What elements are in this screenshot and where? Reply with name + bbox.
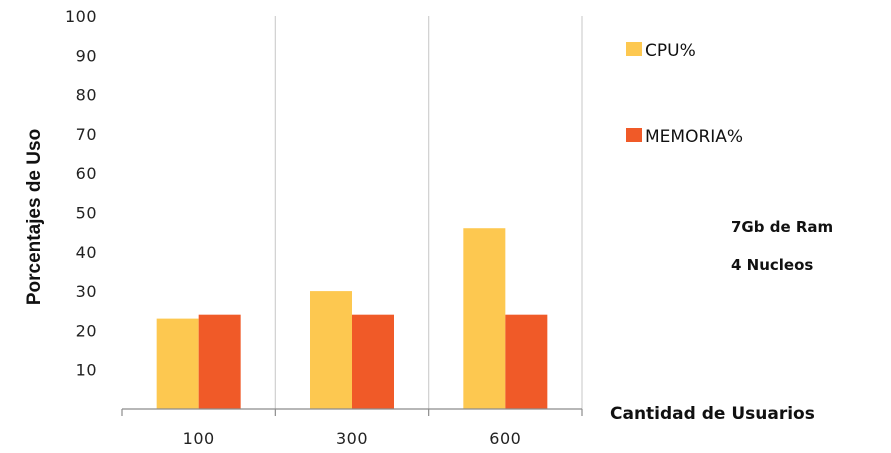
bar-cpu-100 bbox=[156, 318, 199, 409]
grid-lines bbox=[274, 16, 583, 409]
y-tick-label-10: 10 bbox=[76, 361, 97, 380]
annotation-ram: 7Gb de Ram bbox=[731, 218, 833, 236]
y-tick-label-100: 100 bbox=[65, 7, 97, 26]
x-axis-tick-labels: 100 300 600 bbox=[183, 429, 521, 448]
annotation-nucleos: 4 Nucleos bbox=[731, 256, 813, 274]
bar-memoria-600 bbox=[505, 314, 548, 409]
y-axis-label: Porcentajes de Uso bbox=[24, 129, 45, 305]
bars bbox=[156, 228, 548, 409]
bar-memoria-300 bbox=[352, 314, 394, 409]
y-tick-label-30: 30 bbox=[76, 282, 97, 301]
y-tick-label-80: 80 bbox=[76, 86, 97, 105]
legend: CPU% MEMORIA% bbox=[626, 41, 743, 147]
y-tick-label-50: 50 bbox=[76, 204, 97, 223]
x-axis-ticks bbox=[121, 409, 583, 416]
bar-cpu-600 bbox=[463, 228, 506, 409]
legend-swatch-cpu bbox=[626, 42, 642, 56]
x-tick-label-600: 600 bbox=[489, 429, 521, 448]
bar-memoria-100 bbox=[198, 314, 241, 409]
x-axis-label: Cantidad de Usuarios bbox=[610, 404, 815, 424]
y-tick-label-90: 90 bbox=[76, 46, 97, 65]
y-tick-label-70: 70 bbox=[76, 125, 97, 144]
y-tick-label-20: 20 bbox=[76, 321, 97, 340]
x-tick-label-100: 100 bbox=[183, 429, 215, 448]
legend-swatch-memoria bbox=[626, 128, 642, 142]
y-tick-label-60: 60 bbox=[76, 164, 97, 183]
bar-cpu-300 bbox=[310, 291, 352, 409]
y-tick-label-40: 40 bbox=[76, 243, 97, 262]
x-tick-label-300: 300 bbox=[336, 429, 368, 448]
legend-label-memoria: MEMORIA% bbox=[645, 127, 743, 147]
y-axis-tick-labels: 10 20 30 40 50 60 70 80 90 100 bbox=[65, 7, 97, 380]
legend-label-cpu: CPU% bbox=[645, 41, 696, 61]
